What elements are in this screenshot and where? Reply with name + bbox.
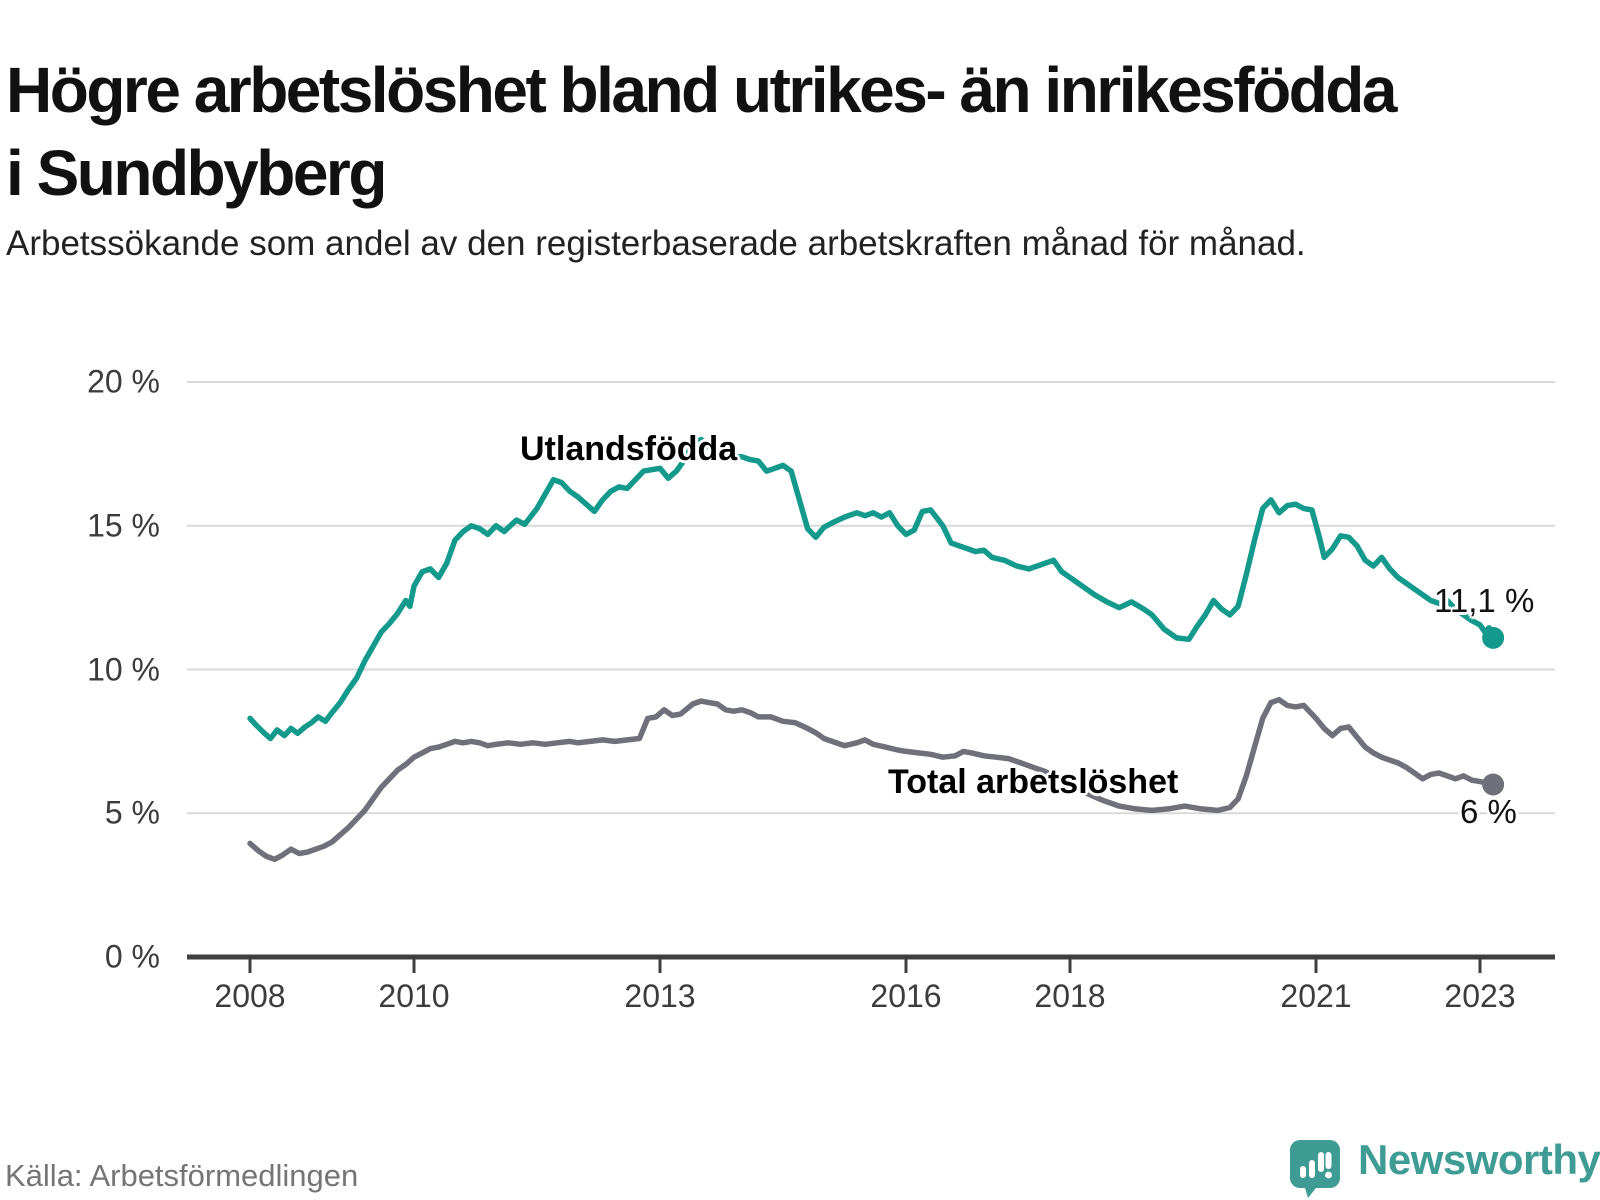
end-value-label-total: 6 % xyxy=(1460,793,1517,830)
gridlines xyxy=(187,381,1555,815)
series-label-utlandsfodda: Utlandsfödda xyxy=(520,430,738,468)
x-tick-label-2008: 2008 xyxy=(214,978,286,1014)
chart-subtitle: Arbetssökande som andel av den registerb… xyxy=(6,224,1306,263)
x-tick-label-2016: 2016 xyxy=(870,978,942,1014)
page-title: Högre arbetslöshet bland utrikes- än inr… xyxy=(6,53,1397,210)
end-dot-total-arbetsloshet xyxy=(1482,773,1505,796)
end-dot-utlandsfodda xyxy=(1482,626,1505,649)
source-credit: Källa: Arbetsförmedlingen xyxy=(5,1158,359,1193)
series-end-dots xyxy=(1482,626,1505,796)
x-tick-label-2018: 2018 xyxy=(1034,978,1106,1014)
newsworthy-logo-icon xyxy=(1290,1140,1340,1198)
newsworthy-wordmark: Newsworthy xyxy=(1358,1136,1600,1183)
y-tick-label-5: 5 % xyxy=(104,794,160,831)
y-tick-label-15: 15 % xyxy=(87,507,160,544)
y-tick-label-0: 0 % xyxy=(104,938,160,975)
series-label-total-arbetsloshet: Total arbetslöshet xyxy=(888,763,1179,801)
series-lines xyxy=(247,436,1496,863)
x-axis xyxy=(187,954,1555,973)
series-line-total-arbetsloshet xyxy=(247,696,1496,863)
y-tick-label-20: 20 % xyxy=(87,363,160,400)
series-line-utlandsfodda xyxy=(247,436,1496,742)
x-tick-label-2023: 2023 xyxy=(1444,978,1516,1014)
x-tick-label-2010: 2010 xyxy=(378,978,450,1014)
x-tick-label-2013: 2013 xyxy=(624,978,696,1014)
end-value-label-utlandsfodda: 11,1 % xyxy=(1434,582,1535,619)
y-tick-label-10: 10 % xyxy=(87,651,160,687)
x-tick-label-2021: 2021 xyxy=(1280,978,1352,1014)
